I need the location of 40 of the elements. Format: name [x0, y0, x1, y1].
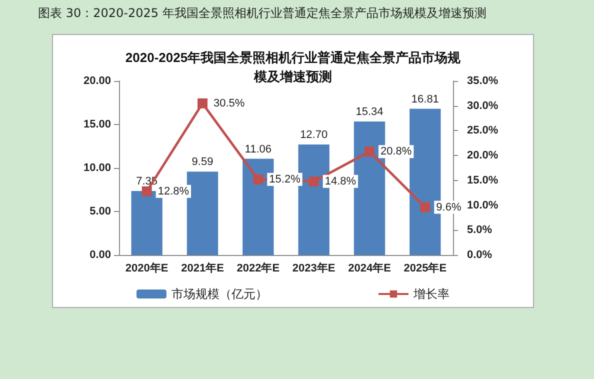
y-tick-label: 0.00 — [90, 249, 111, 261]
y-tick-label: 5.00 — [90, 206, 111, 218]
y2-tick-label: 20.0% — [467, 150, 498, 162]
x-tick-label: 2022年E — [236, 262, 280, 274]
y2-tick-label: 10.0% — [467, 199, 498, 212]
point — [253, 174, 264, 184]
legend-label: 市场规模（亿元） — [172, 287, 268, 301]
data-label: 14.8% — [324, 175, 356, 188]
point — [420, 202, 430, 212]
y2-tick-label: 25.0% — [467, 124, 498, 137]
y2-tick-label: 0.0% — [467, 249, 492, 261]
data-label: 15.2% — [269, 173, 301, 186]
data-label: 9.6% — [436, 201, 462, 214]
data-label: 9.59 — [192, 156, 214, 168]
y2-tick-label: 5.0% — [467, 224, 492, 236]
data-label: 15.34 — [356, 106, 384, 118]
x-tick-label: 2020年E — [125, 262, 168, 274]
y2-tick-label: 15.0% — [467, 174, 498, 186]
x-tick-label: 2023年E — [292, 262, 336, 274]
point — [308, 176, 319, 186]
data-label: 16.81 — [411, 93, 439, 106]
data-label: 30.5% — [214, 97, 245, 110]
x-tick-label: 2021年E — [181, 262, 224, 274]
y-tick-label: 15.00 — [83, 118, 111, 130]
data-label: 12.8% — [158, 185, 190, 198]
data-label: 11.06 — [244, 143, 272, 156]
point — [142, 186, 152, 196]
y-tick-label: 20.00 — [83, 75, 111, 87]
point — [198, 98, 208, 108]
data-label: 20.8% — [380, 146, 412, 158]
legend-label: 增长率 — [412, 287, 450, 301]
data-label: 12.70 — [300, 129, 328, 142]
x-tick-label: 2024年E — [348, 262, 391, 274]
x-tick-label: 2025年E — [404, 262, 447, 274]
chart-title: 2020-2025年我国全景照相机行业普通定焦全景产品市场规模及增速预测 — [125, 50, 462, 84]
y2-tick-label: 35.0% — [467, 75, 498, 87]
y2-tick-label: 30.0% — [467, 100, 498, 112]
point — [364, 146, 374, 157]
y-tick-label: 10.00 — [83, 162, 111, 174]
text: 图表 30：2020-2025 年我国全景照相机行业普通定焦全景产品市场规模及增速预测 — [38, 5, 486, 22]
